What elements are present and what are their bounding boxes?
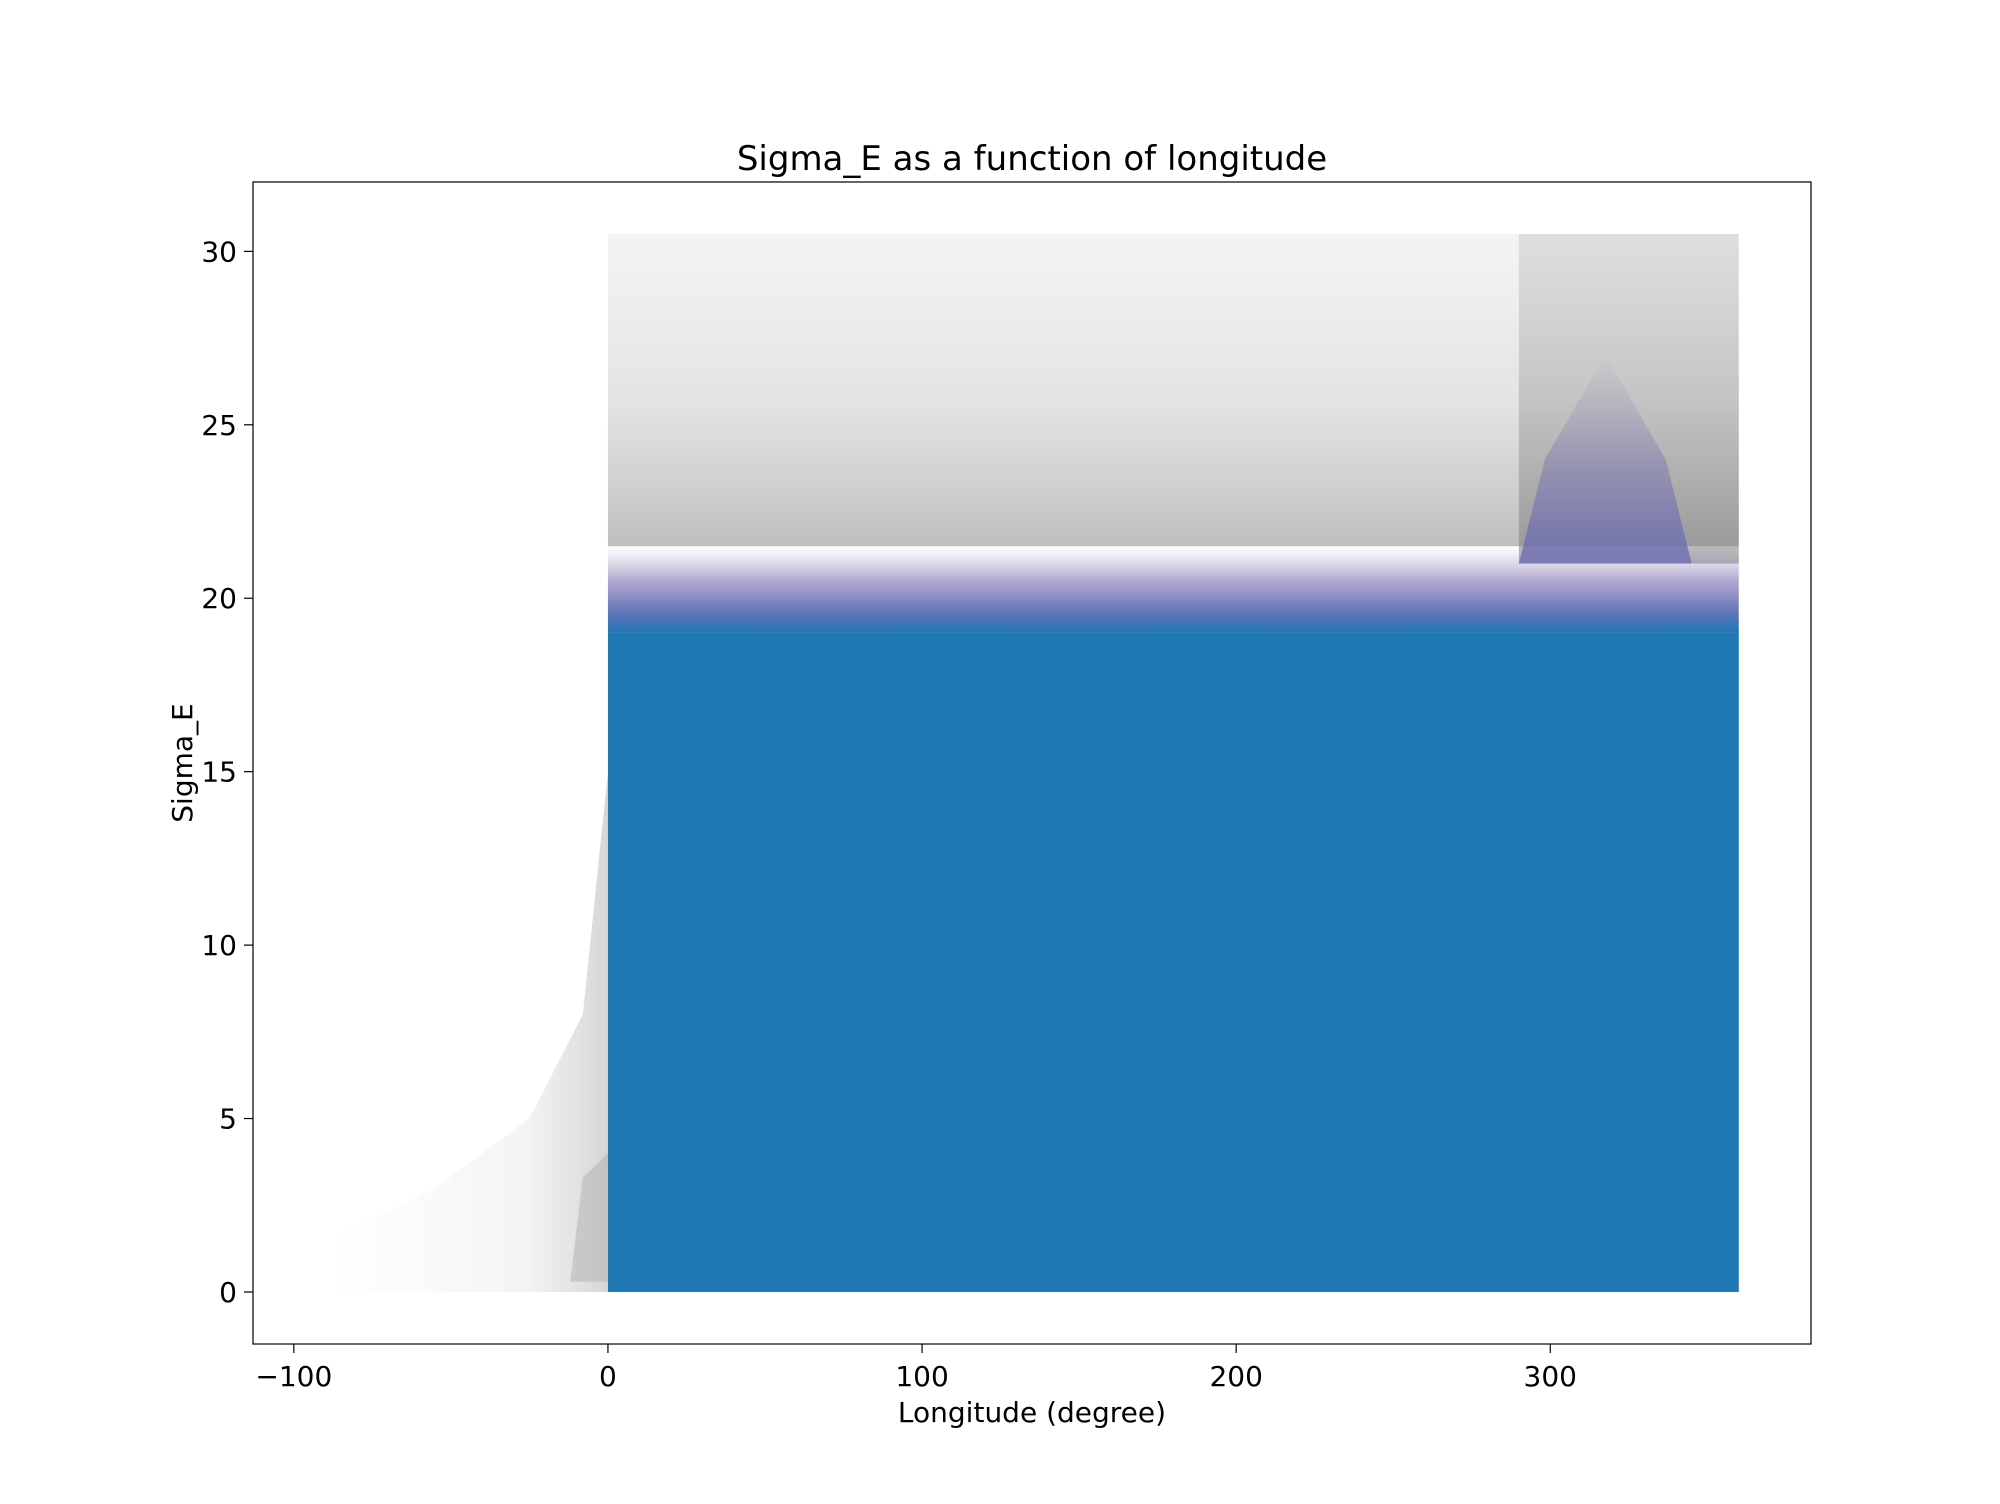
x-axis-label: Longitude (degree) (898, 1396, 1166, 1429)
x-tick-label: 300 (1524, 1360, 1577, 1393)
chart-title: Sigma_E as a function of longitude (737, 139, 1327, 179)
y-axis: 0 5 10 15 20 25 30 (201, 235, 253, 1309)
y-tick-label: 10 (201, 929, 237, 962)
region-faint-negative-tail (325, 771, 608, 1292)
region-negative-fringe (570, 1153, 608, 1282)
y-axis-label: Sigma_E (166, 703, 199, 822)
y-tick-label: 5 (219, 1103, 237, 1136)
region-purple-high-plume (1518, 355, 1692, 564)
x-axis: −100 0 100 200 300 (255, 1344, 1577, 1393)
y-tick-label: 15 (201, 756, 237, 789)
x-tick-label: 0 (599, 1360, 617, 1393)
plot-frame (252, 181, 1812, 1345)
y-tick-label: 30 (201, 235, 237, 268)
region-dense-blue-block (607, 632, 1739, 1292)
region-purple-transition-band (607, 546, 1739, 633)
x-tick-label: 100 (895, 1360, 948, 1393)
y-tick-label: 20 (201, 582, 237, 615)
point-cloud-layer (325, 234, 1739, 1292)
y-tick-label: 25 (201, 409, 237, 442)
y-tick-label: 0 (219, 1276, 237, 1309)
x-tick-label: −100 (255, 1360, 332, 1393)
x-tick-label: 200 (1209, 1360, 1262, 1393)
